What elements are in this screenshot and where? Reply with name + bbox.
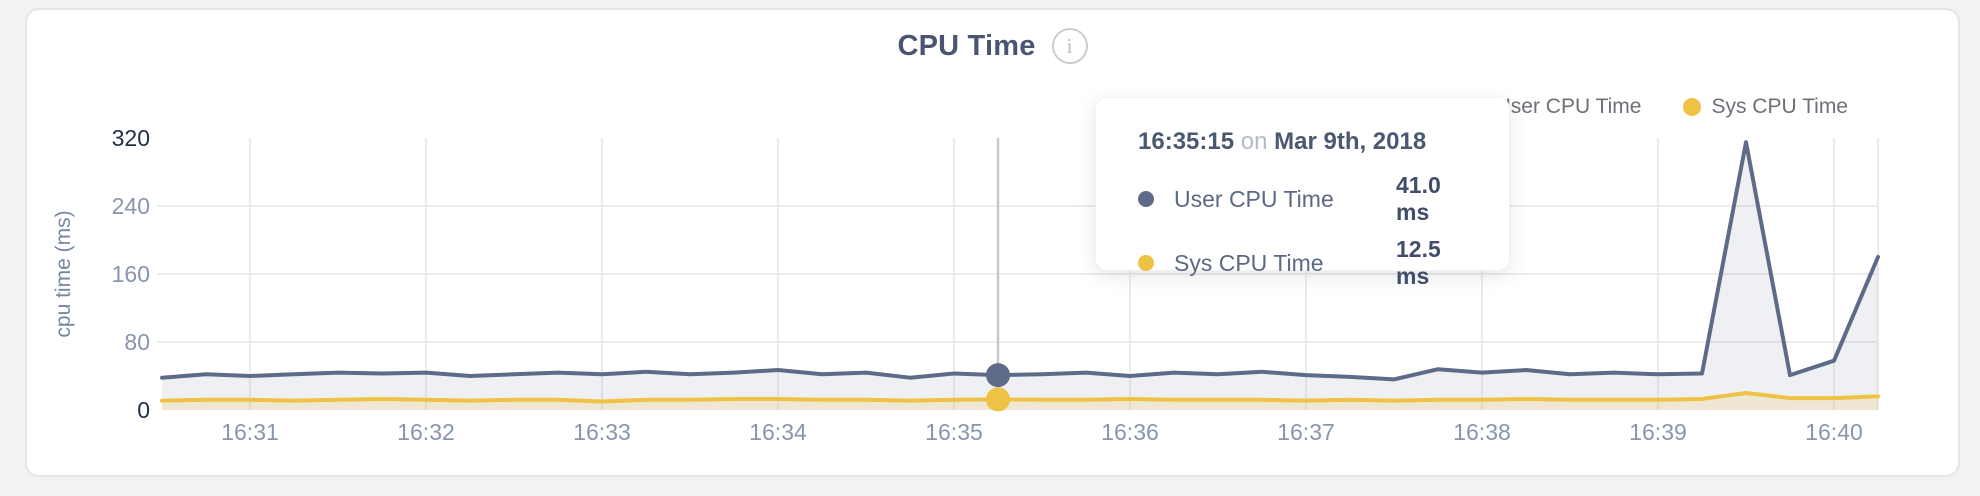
tooltip-row-user: User CPU Time 41.0 ms xyxy=(1138,172,1479,226)
info-icon-glyph: i xyxy=(1066,33,1073,58)
series-line-user-cpu-time[interactable] xyxy=(160,140,1880,382)
x-tick-label: 16:31 xyxy=(221,419,279,445)
tooltip-connector: on xyxy=(1240,128,1268,155)
series-area-user-cpu-time xyxy=(162,142,1878,410)
y-tick-label: 320 xyxy=(112,125,150,151)
chart-legend: User CPU Time Sys CPU Time xyxy=(1467,95,1848,119)
series-line-sys-cpu-time[interactable] xyxy=(160,391,1880,404)
tooltip-date: Mar 9th, 2018 xyxy=(1274,128,1427,155)
x-tick-label: 16:33 xyxy=(573,419,631,445)
hover-point-user-cpu-time[interactable] xyxy=(986,363,1010,388)
chart-header: CPU Time i xyxy=(25,28,1960,64)
x-tick-label: 16:32 xyxy=(397,419,455,445)
tooltip-series-label: Sys CPU Time xyxy=(1174,249,1324,276)
legend-item-sys-cpu-time[interactable]: Sys CPU Time xyxy=(1683,95,1848,119)
chart-title: CPU Time xyxy=(897,29,1036,62)
tooltip-series-value: 12.5 ms xyxy=(1396,236,1441,289)
sys-series-dot-icon xyxy=(1138,255,1154,271)
tooltip-header: 16:35:15 on Mar 9th, 2018 xyxy=(1138,128,1479,156)
y-tick-label: 240 xyxy=(112,193,150,219)
x-tick-label: 16:35 xyxy=(925,419,983,445)
x-tick-label: 16:37 xyxy=(1277,419,1335,445)
info-icon[interactable]: i xyxy=(1051,28,1088,64)
tooltip-series-value: 41.0 ms xyxy=(1396,172,1441,225)
user-series-dot-icon xyxy=(1138,191,1154,207)
hover-point-sys-cpu-time[interactable] xyxy=(986,387,1010,412)
tooltip-time: 16:35:15 xyxy=(1138,128,1235,155)
hover-tooltip: 16:35:15 on Mar 9th, 2018 User CPU Time … xyxy=(1095,97,1510,289)
legend-label: User CPU Time xyxy=(1495,95,1642,118)
x-tick-label: 16:39 xyxy=(1629,419,1687,445)
sys-series-dot-icon xyxy=(1683,98,1702,116)
x-tick-label: 16:40 xyxy=(1805,419,1863,445)
legend-label: Sys CPU Time xyxy=(1711,95,1848,118)
tooltip-row-sys: Sys CPU Time 12.5 ms xyxy=(1138,236,1479,290)
y-tick-label: 160 xyxy=(112,261,150,287)
x-tick-label: 16:34 xyxy=(749,419,807,445)
tooltip-series-label: User CPU Time xyxy=(1174,185,1334,212)
y-tick-label: 80 xyxy=(124,329,150,355)
x-tick-label: 16:38 xyxy=(1453,419,1511,445)
y-tick-label: 0 xyxy=(137,397,150,423)
chart-svg[interactable]: 0 80 160 240 320 16:31 16:32 16:33 16:34 16:35 16:… xyxy=(25,8,1960,477)
y-axis-label: cpu time (ms) xyxy=(52,210,75,337)
x-tick-label: 16:36 xyxy=(1101,419,1159,445)
